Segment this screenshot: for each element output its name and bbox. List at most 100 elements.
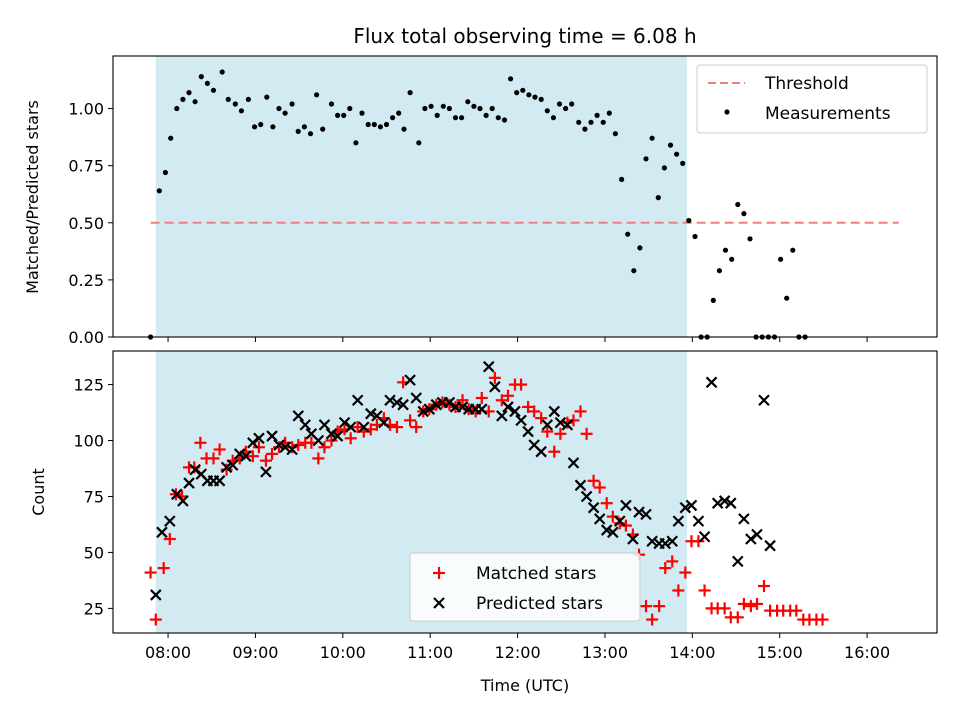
matched-point (535, 412, 548, 425)
measurement-point (520, 87, 526, 93)
measurement-point (625, 231, 631, 237)
predicted-point (318, 419, 331, 431)
predicted-point (548, 405, 561, 418)
predicted-point (482, 360, 495, 373)
predicted-point (725, 497, 737, 509)
predicted-point (489, 381, 501, 393)
predicted-point (646, 535, 658, 548)
predicted-point (364, 407, 377, 420)
matched-point (273, 441, 286, 454)
measurement-point (320, 126, 326, 132)
predicted-point (633, 506, 645, 518)
matched-point (692, 535, 705, 548)
matched-point (561, 416, 574, 429)
predicted-point (331, 430, 344, 442)
predicted-point (384, 394, 396, 407)
matched-point (410, 421, 423, 434)
measurement-point (588, 119, 594, 125)
matched-point (613, 517, 626, 530)
predicted-point (286, 443, 298, 456)
predicted-point (561, 419, 574, 431)
predicted-point (397, 398, 409, 411)
matched-point (580, 427, 593, 440)
predicted-point (273, 439, 285, 451)
matched-point (548, 445, 561, 458)
measurement-point (204, 80, 210, 86)
predicted-point (475, 403, 488, 415)
top-y-tick-label: 0.25 (68, 271, 104, 290)
predicted-point (430, 398, 443, 411)
measurement-point (582, 126, 588, 132)
matched-point (246, 450, 259, 463)
matched-point (737, 597, 750, 610)
measurement-point (174, 105, 180, 112)
predicted-point (299, 419, 312, 431)
predicted-point (156, 526, 168, 539)
measurements-series (148, 69, 808, 340)
top-y-tick-label: 0.00 (68, 328, 104, 347)
predicted-point (443, 396, 456, 409)
measurement-point (416, 140, 422, 146)
measurement-point (680, 160, 686, 166)
measurement-point (778, 256, 784, 262)
measurement-point (225, 96, 231, 102)
measurement-point (422, 105, 428, 112)
measurement-point (594, 112, 600, 118)
measurement-point (307, 131, 314, 137)
measurement-point (192, 99, 198, 105)
x-tick-label: 14:00 (669, 643, 715, 662)
measurement-point (156, 188, 162, 194)
measurement-point (735, 201, 741, 208)
measurement-point (526, 92, 532, 98)
measurement-point (606, 110, 612, 116)
measurement-point (643, 156, 649, 162)
measurement-point (674, 151, 680, 157)
matched-point (640, 600, 653, 613)
measurement-point (371, 121, 377, 128)
measurement-point (716, 268, 723, 274)
measurement-point (347, 105, 353, 112)
figure-title: Flux total observing time = 6.08 h (353, 24, 696, 48)
measurement-point (508, 76, 514, 82)
predicted-point (344, 421, 357, 433)
matched-point (390, 421, 403, 434)
measurement-point (245, 96, 251, 102)
measurement-point (790, 247, 796, 253)
predicted-point (679, 501, 692, 514)
predicted-point (351, 394, 364, 407)
bottom-y-tick-label: 100 (73, 432, 104, 451)
x-tick-label: 13:00 (582, 643, 628, 662)
measurement-point (563, 105, 569, 112)
top-y-axis: 0.00 0.25 0.50 0.75 1.00 (68, 100, 113, 347)
bottom-y-axis: 25 50 75 100 125 (73, 376, 113, 618)
predicted-point (620, 499, 632, 512)
bottom-y-tick-label: 25 (84, 599, 104, 618)
predicted-point (692, 515, 705, 527)
predicted-point (522, 425, 534, 438)
measurement-point (353, 140, 359, 146)
predicted-point (325, 428, 338, 440)
measurement-point (631, 268, 637, 274)
matched-point (475, 392, 488, 404)
predicted-point (189, 463, 201, 476)
matched-point (157, 562, 170, 575)
predicted-point (515, 414, 527, 427)
predicted-point (417, 405, 429, 418)
measurement-point (495, 115, 501, 121)
matched-point (325, 434, 338, 447)
x-tick-label: 10:00 (320, 643, 366, 662)
x-tick-label: 16:00 (844, 643, 890, 662)
matched-point (318, 441, 331, 454)
matched-point (659, 562, 672, 575)
predicted-point (177, 495, 189, 507)
measurement-point (649, 135, 655, 141)
predicted-point (183, 477, 195, 489)
predicted-point (247, 436, 259, 449)
measurement-point (569, 101, 575, 107)
matched-point (790, 604, 803, 617)
matched-point (312, 452, 325, 465)
matched-point (679, 566, 692, 579)
matched-point (574, 405, 587, 418)
matched-point (149, 613, 162, 626)
top-y-label: Matched/Predicted stars (23, 100, 42, 294)
